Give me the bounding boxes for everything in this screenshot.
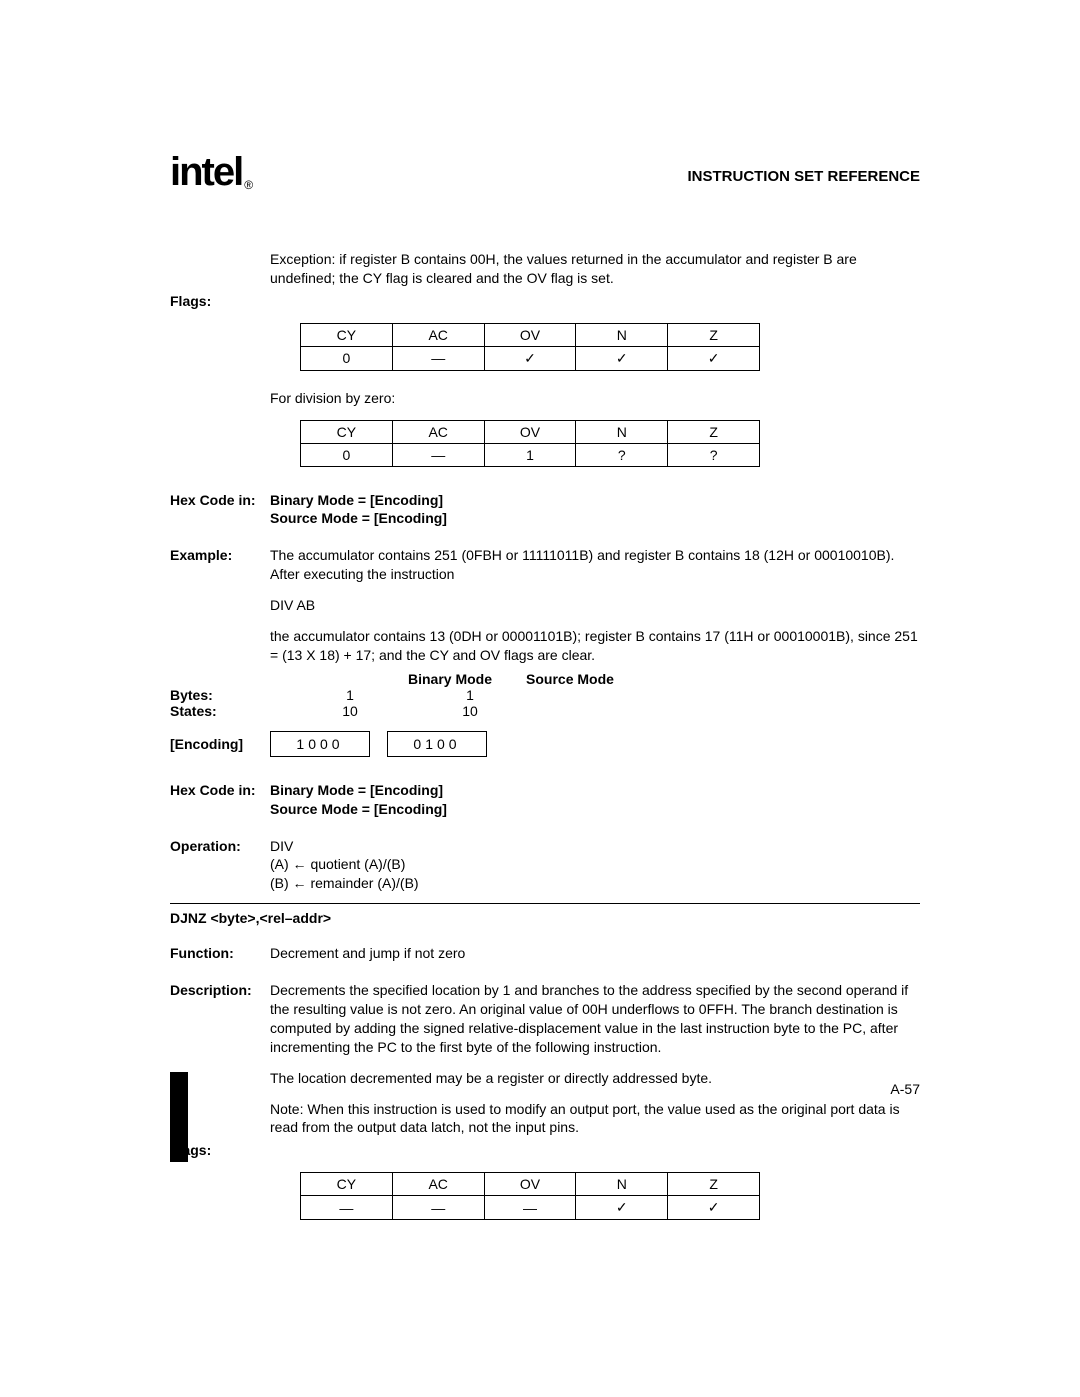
bytes-bin: 1 [290, 687, 410, 703]
flags3-v0: — [301, 1196, 393, 1220]
page-header-title: INSTRUCTION SET REFERENCE [687, 168, 920, 185]
bytes-label: Bytes: [170, 687, 270, 703]
hexcode2-line1: Binary Mode = [Encoding] [270, 781, 920, 800]
flags2-h4: Z [668, 420, 760, 443]
flags1-v1: — [392, 346, 484, 370]
flags3-h3: N [576, 1173, 668, 1196]
hexcode1-label: Hex Code in: [170, 491, 270, 529]
function-label: Function: [170, 944, 270, 963]
divzero-text: For division by zero: [270, 389, 920, 408]
side-tab-marker [170, 1072, 188, 1162]
flags1-h3: N [576, 323, 668, 346]
flags1-h1: AC [392, 323, 484, 346]
flags3-v1: — [392, 1196, 484, 1220]
states-label: States: [170, 703, 270, 719]
hexcode1-line1: Binary Mode = [Encoding] [270, 491, 920, 510]
flags3-v2: — [484, 1196, 576, 1220]
flags3-h4: Z [668, 1173, 760, 1196]
description-p2: The location decremented may be a regist… [270, 1069, 920, 1088]
flags2-h1: AC [392, 420, 484, 443]
flags2-v2: 1 [484, 443, 576, 466]
states-bin: 10 [290, 703, 410, 719]
hexcode1-line2: Source Mode = [Encoding] [270, 509, 920, 528]
flags1-h0: CY [301, 323, 393, 346]
flags-table-3: CY AC OV N Z — — — ✓ ✓ [300, 1172, 760, 1220]
description-p3: Note: When this instruction is used to m… [270, 1100, 920, 1138]
operation-label: Operation: [170, 837, 270, 894]
flags2-h2: OV [484, 420, 576, 443]
encoding-c1: 1000 [270, 731, 370, 757]
flags2-v4: ? [668, 443, 760, 466]
bytes-src: 1 [410, 687, 530, 703]
flags-table-1: CY AC OV N Z 0 — ✓ ✓ ✓ [300, 323, 760, 371]
flags2-v3: ? [576, 443, 668, 466]
operation-l3: (B) ← remainder (A)/(B) [270, 874, 920, 893]
encoding-label: [Encoding] [170, 736, 270, 752]
description-label: Description: [170, 981, 270, 1057]
flags2-h0: CY [301, 420, 393, 443]
example-p1: The accumulator contains 251 (0FBH or 11… [270, 546, 920, 584]
example-code: DIV AB [270, 596, 920, 615]
flags1-h4: Z [668, 323, 760, 346]
flags2-h3: N [576, 420, 668, 443]
flags-label: Flags: [170, 292, 270, 311]
flags1-v2: ✓ [484, 346, 576, 370]
hexcode2-label: Hex Code in: [170, 781, 270, 819]
hexcode2-line2: Source Mode = [Encoding] [270, 800, 920, 819]
mode-hdr1: Binary Mode [390, 671, 510, 687]
flags3-h2: OV [484, 1173, 576, 1196]
flags1-h2: OV [484, 323, 576, 346]
page-number: A-57 [890, 1081, 920, 1097]
flags3-v4: ✓ [668, 1196, 760, 1220]
mode-hdr2: Source Mode [510, 671, 630, 687]
encoding-c2: 0100 [387, 731, 487, 757]
operation-l1: DIV [270, 837, 920, 856]
function-text: Decrement and jump if not zero [270, 944, 920, 963]
flags1-v0: 0 [301, 346, 393, 370]
states-src: 10 [410, 703, 530, 719]
flags3-h0: CY [301, 1173, 393, 1196]
flags2-v1: — [392, 443, 484, 466]
section-divider [170, 903, 920, 904]
flags-table-2: CY AC OV N Z 0 — 1 ? ? [300, 420, 760, 467]
flags1-v3: ✓ [576, 346, 668, 370]
flags3-v3: ✓ [576, 1196, 668, 1220]
flags2-v0: 0 [301, 443, 393, 466]
flags1-v4: ✓ [668, 346, 760, 370]
example-p2: the accumulator contains 13 (0DH or 0000… [270, 627, 920, 665]
intro-text: Exception: if register B contains 00H, t… [270, 250, 920, 288]
operation-l2: (A) ← quotient (A)/(B) [270, 855, 920, 874]
example-label: Example: [170, 546, 270, 584]
djnz-title: DJNZ <byte>,<rel–addr> [170, 910, 920, 926]
description-p1: Decrements the specified location by 1 a… [270, 981, 920, 1057]
flags3-h1: AC [392, 1173, 484, 1196]
